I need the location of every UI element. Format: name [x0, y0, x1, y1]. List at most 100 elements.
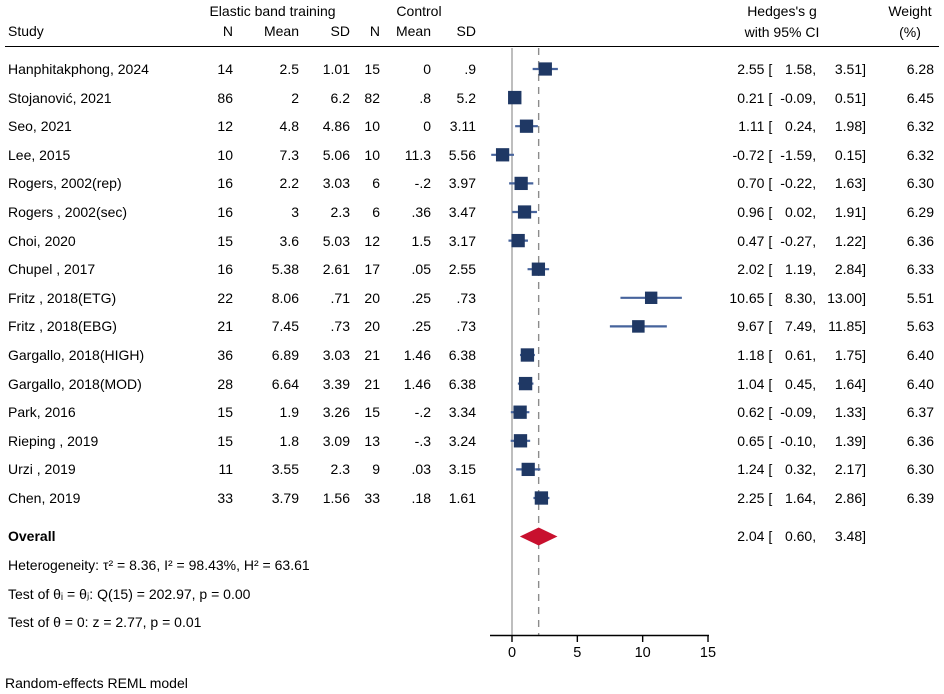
ci-upper: 1.98 — [834, 118, 863, 135]
study-row: Chen, 2019 33 3.79 1.56 33 .18 1.61 2.25 [1.64,… — [0, 484, 934, 513]
treatment-group-header: Elastic band training — [209, 3, 336, 19]
treat-mean: 3 — [291, 203, 299, 220]
effect-ci-cell: -0.72 [-1.59, 0.15] — [720, 147, 866, 163]
treat-n: 14 — [217, 60, 233, 77]
bracket-close: ] — [862, 203, 866, 220]
ctrl-sd: 6.38 — [448, 375, 476, 392]
treat-n: 10 — [217, 146, 233, 163]
ctrl-n: 6 — [372, 175, 380, 192]
effect-estimate: 2.55 — [737, 60, 765, 77]
bracket-close: ] — [862, 404, 866, 421]
ci-upper: 2.86 — [834, 489, 863, 506]
bracket-close: ] — [862, 461, 866, 478]
ci-lower: 0.45 — [784, 375, 813, 392]
study-label: Hanphitakphong, 2024 — [8, 60, 149, 77]
treat-sd: .73 — [330, 318, 350, 335]
comma: , — [812, 203, 817, 220]
ctrl-n: 15 — [364, 60, 380, 77]
comma: , — [812, 489, 817, 506]
treat-n: 22 — [217, 289, 233, 306]
effect-estimate: 1.11 — [738, 118, 765, 135]
ci-upper: 3.48 — [834, 528, 863, 545]
study-row: Choi, 2020 15 3.6 5.03 12 1.5 3.17 0.47 [-0.27,… — [0, 226, 934, 255]
treat-n: 12 — [217, 118, 233, 135]
ci-upper: 3.51 — [834, 60, 863, 77]
effect-ci-cell: 0.65 [-0.10, 1.39] — [720, 433, 866, 449]
ctrl-sd: 2.55 — [448, 261, 476, 278]
weight-value: 6.45 — [906, 89, 934, 106]
comma: , — [812, 89, 817, 106]
ctrl-sd: 3.47 — [448, 203, 476, 220]
comma: , — [812, 175, 817, 192]
treat-n: 11 — [218, 461, 233, 478]
treat-sd: 6.2 — [330, 89, 350, 106]
effect-estimate: 1.24 — [737, 461, 765, 478]
study-row: Lee, 2015 10 7.3 5.06 10 11.3 5.56 -0.72 [-1.59… — [0, 141, 934, 170]
bracket-open: [ — [764, 261, 773, 278]
ctrl-n: 21 — [364, 375, 380, 392]
treat-sd-column-header: SD — [330, 23, 350, 39]
bracket-close: ] — [862, 89, 866, 106]
bracket-open: [ — [764, 528, 773, 545]
ci-upper: 1.75 — [834, 346, 863, 363]
study-label: Fritz , 2018(EBG) — [8, 318, 117, 335]
effect-ci-cell: 1.04 [0.45, 1.64] — [720, 376, 866, 392]
bracket-open: [ — [764, 346, 773, 363]
ctrl-sd: 3.97 — [448, 175, 476, 192]
bracket-close: ] — [862, 346, 866, 363]
weight-value: 6.29 — [906, 203, 934, 220]
bracket-close: ] — [862, 318, 866, 335]
ctrl-sd: 3.24 — [448, 432, 476, 449]
ctrl-n: 6 — [372, 203, 380, 220]
ctrl-mean: 11.3 — [404, 146, 431, 163]
overall-label: Overall — [8, 528, 56, 545]
weight-value: 6.33 — [906, 261, 934, 278]
bracket-close: ] — [862, 175, 866, 192]
effect-ci-cell: 1.18 [0.61, 1.75] — [720, 347, 866, 363]
weight-value: 6.36 — [906, 432, 934, 449]
bracket-close: ] — [862, 528, 866, 545]
comma: , — [812, 461, 817, 478]
study-row: Rogers, 2002(rep) 16 2.2 3.03 6 -.2 3.97 0.70 [… — [0, 169, 934, 198]
ctrl-sd: 5.2 — [456, 89, 476, 106]
bracket-open: [ — [764, 318, 773, 335]
ci-upper: 0.51 — [834, 89, 863, 106]
treat-n: 16 — [217, 261, 233, 278]
bracket-close: ] — [862, 60, 866, 77]
effect-estimate: 2.02 — [737, 261, 765, 278]
ci-upper: 1.33 — [834, 404, 863, 421]
study-row: Rieping , 2019 15 1.8 3.09 13 -.3 3.24 0.65 [-0… — [0, 427, 934, 456]
ctrl-mean: .03 — [411, 461, 431, 478]
ci-lower: 0.02 — [784, 203, 813, 220]
study-label: Park, 2016 — [8, 404, 76, 421]
bracket-close: ] — [862, 146, 866, 163]
comma: , — [812, 528, 817, 545]
effect-estimate: 0.21 — [737, 89, 765, 106]
weight-value: 6.36 — [906, 232, 934, 249]
treat-sd: 3.03 — [322, 346, 350, 363]
study-row: Fritz , 2018(ETG) 22 8.06 .71 20 .25 .73 10.65 … — [0, 284, 934, 313]
weight-value: 6.40 — [906, 346, 934, 363]
ci-lower: 8.30 — [784, 289, 813, 306]
ctrl-sd: 3.15 — [448, 461, 476, 478]
effect-ci-cell: 10.65 [8.30, 13.00] — [720, 290, 866, 306]
treat-sd: 5.06 — [322, 146, 350, 163]
bracket-open: [ — [764, 232, 773, 249]
ctrl-sd: .9 — [464, 60, 476, 77]
ci-lower: 7.49 — [784, 318, 813, 335]
treat-n: 33 — [217, 489, 233, 506]
ctrl-sd: 3.17 — [448, 232, 476, 249]
bracket-open: [ — [764, 203, 773, 220]
effect-size-header-line1: Hedges's g — [747, 3, 817, 19]
treat-sd: 3.39 — [322, 375, 350, 392]
comma: , — [812, 261, 817, 278]
ctrl-mean: 0 — [423, 118, 431, 135]
treat-sd: 1.01 — [322, 60, 350, 77]
ctrl-sd: 3.11 — [449, 118, 476, 135]
ctrl-sd: 1.61 — [448, 489, 476, 506]
study-row: Seo, 2021 12 4.8 4.86 10 0 3.11 1.11 [0.24, 1.98… — [0, 112, 934, 141]
weight-value: 5.51 — [906, 289, 934, 306]
comma: , — [812, 146, 817, 163]
ci-upper: 13.00 — [827, 289, 863, 306]
ci-lower: 1.58 — [784, 60, 813, 77]
